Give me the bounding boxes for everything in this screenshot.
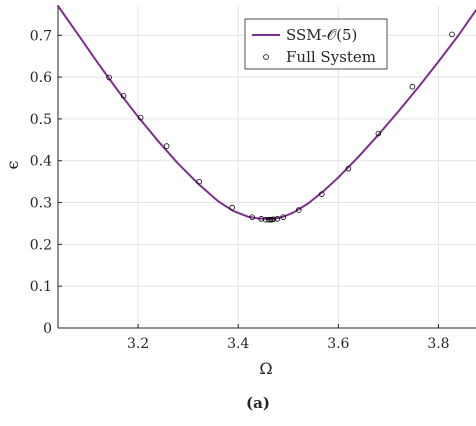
data-point-full-system (274, 216, 281, 222)
y-tick-label: 0.2 (30, 237, 52, 253)
data-point-full-system (120, 93, 127, 99)
legend: SSM-𝒪(5) Full System (244, 18, 388, 70)
data-point-full-system (137, 114, 144, 121)
x-tick-label: 3.8 (427, 336, 449, 352)
data-point-full-system (280, 214, 287, 220)
x-tick-label: 3.6 (327, 336, 349, 352)
x-tick-label: 3.4 (227, 336, 249, 352)
data-point-full-system (375, 130, 382, 137)
tick-labels: 3.2 3.4 3.6 3.8 0 0.1 0.2 0.3 0.4 0.5 0.6 0.7 (30, 28, 450, 352)
axes (57, 6, 476, 329)
data-point-full-system (229, 204, 236, 211)
legend-box (244, 18, 388, 70)
data-point-full-system (409, 83, 416, 90)
y-tick-label: 0.5 (30, 112, 52, 128)
data-point-full-system (267, 216, 274, 223)
data-point-full-system (295, 207, 302, 213)
figure-caption: (a) (246, 394, 270, 412)
legend-marker-swatch (263, 54, 269, 60)
y-tick-label: 0.1 (30, 279, 52, 295)
data-point-full-system (249, 214, 256, 220)
y-tick-label: 0.7 (30, 28, 52, 44)
data-point-full-system (106, 74, 112, 81)
data-point-full-system (319, 191, 325, 197)
legend-entry-ssm: SSM-𝒪(5) (286, 26, 357, 44)
data-point-full-system (270, 216, 277, 223)
plot-area (57, 5, 476, 223)
data-point-full-system (196, 178, 202, 185)
data-point-full-system (345, 165, 352, 172)
y-tick-label: 0.6 (30, 70, 52, 86)
data-point-full-system (449, 31, 455, 38)
x-axis-label: Ω (259, 359, 272, 378)
y-tick-label: 0.3 (30, 196, 52, 212)
legend-entry-full-system: Full System (286, 48, 376, 66)
y-tick-label: 0 (43, 321, 52, 337)
y-tick-label: 0.4 (30, 154, 52, 170)
data-point-full-system (163, 143, 170, 149)
y-axis-label: ϵ (3, 160, 22, 169)
x-tick-label: 3.2 (127, 336, 149, 352)
